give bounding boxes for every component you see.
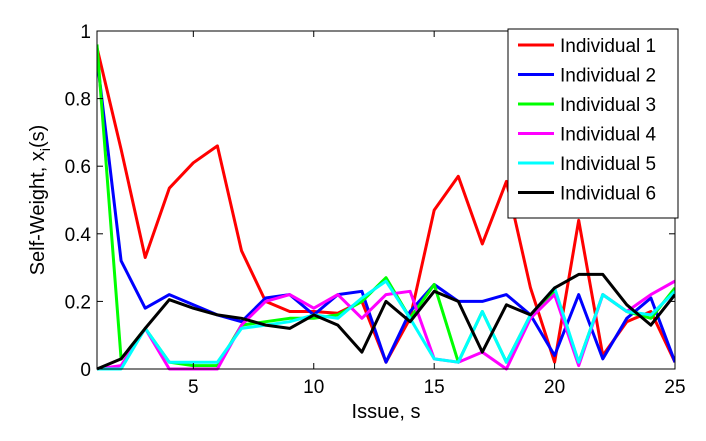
- y-axis-title-tail: (s): [27, 125, 49, 148]
- y-tick-label: 0: [80, 360, 91, 381]
- legend-label-individual-4: Individual 4: [560, 125, 657, 146]
- series-line-individual-2: [97, 57, 675, 364]
- y-tick-label: 1: [80, 22, 91, 43]
- legend-label-individual-1: Individual 1: [560, 36, 656, 57]
- y-tick-label: 0.4: [65, 225, 92, 246]
- ticks-layer: 5 10 15 20 25 0 0.2 0.4 0.6 0.8 1: [65, 22, 686, 398]
- series-line-individual-5: [97, 279, 675, 371]
- legend-label-individual-5: Individual 5: [560, 154, 656, 175]
- x-tick-label: 25: [664, 377, 685, 398]
- x-tick-label: 15: [424, 377, 445, 398]
- y-axis-title-subscript: i: [37, 148, 53, 151]
- series-line-individual-4: [97, 279, 675, 371]
- legend-label-individual-6: Individual 6: [560, 184, 656, 205]
- legend-label-individual-3: Individual 3: [560, 95, 656, 116]
- x-axis-title: Issue, s: [352, 401, 421, 423]
- x-tick-label: 5: [188, 377, 199, 398]
- x-tick-label: 20: [544, 377, 565, 398]
- x-tick-label: 10: [303, 377, 324, 398]
- y-axis-title-main: Self-Weight, x: [27, 151, 49, 275]
- y-tick-label: 0.8: [65, 90, 91, 111]
- y-tick-label: 0.6: [65, 157, 91, 178]
- y-tick-label: 0.2: [65, 292, 91, 313]
- series-line-individual-6: [97, 272, 675, 371]
- svg-text:Self-Weight, xi(s): Self-Weight, xi(s): [27, 125, 53, 276]
- legend-label-individual-2: Individual 2: [560, 66, 656, 87]
- legend-box: [507, 28, 679, 219]
- y-axis-title: Self-Weight, xi(s): [27, 125, 53, 276]
- legend: Individual 1 Individual 2 Individual 3 Indi…: [507, 28, 679, 219]
